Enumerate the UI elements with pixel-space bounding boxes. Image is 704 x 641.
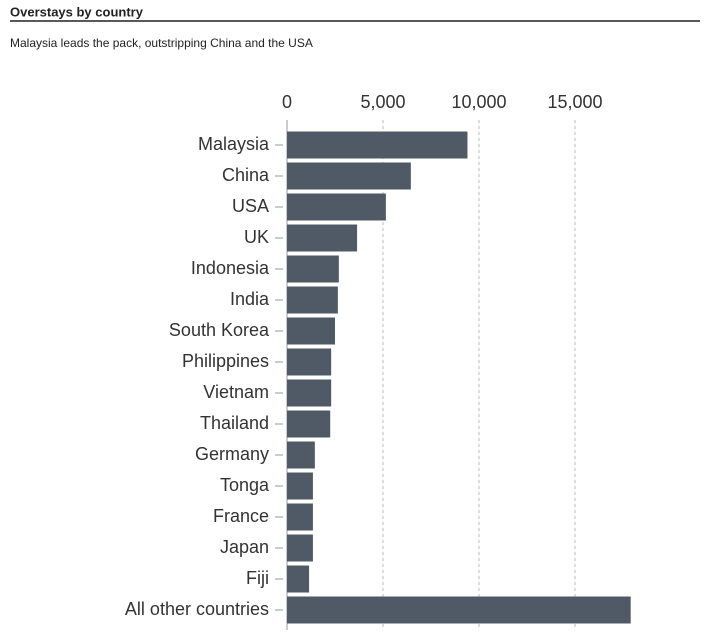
bar [287, 193, 386, 221]
y-tick-label: Thailand [200, 413, 269, 433]
bar [287, 472, 313, 500]
y-tick-label: Philippines [182, 351, 269, 371]
y-tick-label: Tonga [220, 475, 270, 495]
y-tick-label: Japan [220, 537, 269, 557]
y-tick-label: All other countries [125, 599, 269, 619]
bar [287, 255, 339, 283]
y-tick-label: Fiji [246, 568, 269, 588]
bar [287, 534, 313, 562]
chart-subtitle: Malaysia leads the pack, outstripping Ch… [10, 36, 313, 50]
y-tick-label: USA [232, 196, 269, 216]
y-tick-label: South Korea [169, 320, 270, 340]
y-tick-label: Vietnam [203, 382, 269, 402]
x-tick-label: 10,000 [451, 92, 506, 112]
x-tick-label: 0 [282, 92, 292, 112]
y-tick-label: Malaysia [198, 134, 270, 154]
bar [287, 379, 332, 407]
y-tick-label: China [222, 165, 270, 185]
y-tick-label: Germany [195, 444, 269, 464]
bar [287, 131, 468, 159]
bar [287, 286, 338, 314]
x-tick-label: 15,000 [547, 92, 602, 112]
bar [287, 162, 411, 190]
bar [287, 503, 313, 531]
bar [287, 224, 358, 252]
y-tick-label: India [230, 289, 270, 309]
x-tick-label: 5,000 [360, 92, 405, 112]
bar [287, 565, 310, 593]
y-tick-label: Indonesia [191, 258, 270, 278]
bar [287, 317, 335, 345]
y-tick-label: UK [244, 227, 269, 247]
chart-title: Overstays by country [10, 4, 144, 19]
y-tick-label: France [213, 506, 269, 526]
bar [287, 596, 631, 624]
bar [287, 348, 332, 376]
bar [287, 410, 331, 438]
bar [287, 441, 315, 469]
